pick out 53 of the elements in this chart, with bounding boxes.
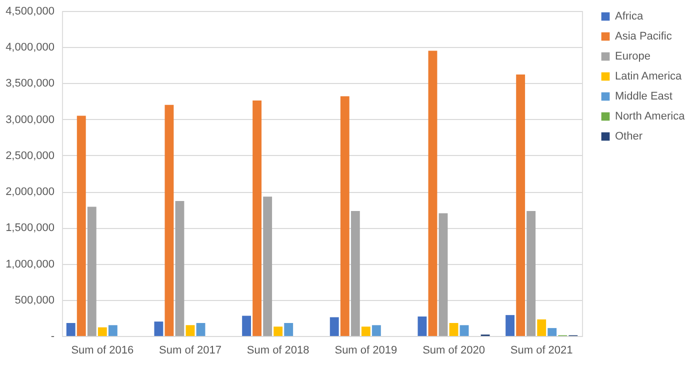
bar: [252, 100, 262, 336]
x-tick-label: Sum of 2016: [71, 344, 134, 356]
y-tick-label: 1,500,000: [6, 222, 54, 234]
y-tick-label: 1,000,000: [6, 258, 54, 270]
bar: [449, 323, 458, 336]
x-tick-label: Sum of 2017: [159, 344, 222, 356]
legend-label: Other: [615, 130, 643, 142]
x-tick-label: Sum of 2020: [422, 344, 485, 356]
y-tick-label: 2,500,000: [6, 150, 54, 162]
bar: [98, 327, 107, 336]
bar: [108, 325, 118, 336]
bar: [418, 316, 427, 336]
y-tick-label: 4,000,000: [6, 42, 54, 54]
bar: [284, 323, 294, 336]
y-tick-label: 500,000: [14, 294, 54, 306]
bar: [263, 196, 272, 336]
legend-label: Middle East: [615, 90, 672, 102]
bar: [438, 213, 448, 336]
bar: [186, 325, 195, 336]
bar: [372, 325, 381, 336]
legend-label: North America: [615, 110, 686, 122]
bar: [428, 50, 438, 336]
x-tick-label: Sum of 2018: [246, 344, 310, 356]
bar: [526, 211, 536, 336]
y-tick-label: 2,000,000: [6, 186, 54, 198]
legend-label: Europe: [615, 50, 650, 62]
bar: [516, 74, 526, 336]
y-tick-label: 3,500,000: [6, 78, 54, 90]
bar: [76, 116, 86, 336]
legend-label: Africa: [615, 10, 644, 22]
bar: [460, 325, 469, 336]
bar: [506, 315, 515, 336]
bar: [164, 104, 174, 336]
bar: [361, 326, 370, 336]
bar: [537, 319, 546, 336]
bar: [330, 317, 339, 336]
bar: [87, 206, 96, 336]
y-tick-label: 4,500,000: [6, 6, 54, 18]
bar: [350, 211, 360, 336]
bar: [340, 96, 350, 336]
bar: [66, 323, 76, 336]
x-tick-label: Sum of 2019: [334, 344, 398, 356]
bar: [196, 323, 206, 336]
legend-label: Latin America: [615, 70, 683, 82]
legend-label: Asia Pacific: [615, 30, 672, 42]
y-tick-label: -: [50, 330, 55, 342]
bar: [274, 326, 283, 336]
x-tick-label: Sum of 2021: [510, 344, 573, 356]
y-tick-label: 3,000,000: [6, 114, 54, 126]
bar: [175, 200, 184, 336]
bar: [242, 316, 252, 336]
bar: [548, 328, 557, 336]
bar: [154, 322, 164, 336]
